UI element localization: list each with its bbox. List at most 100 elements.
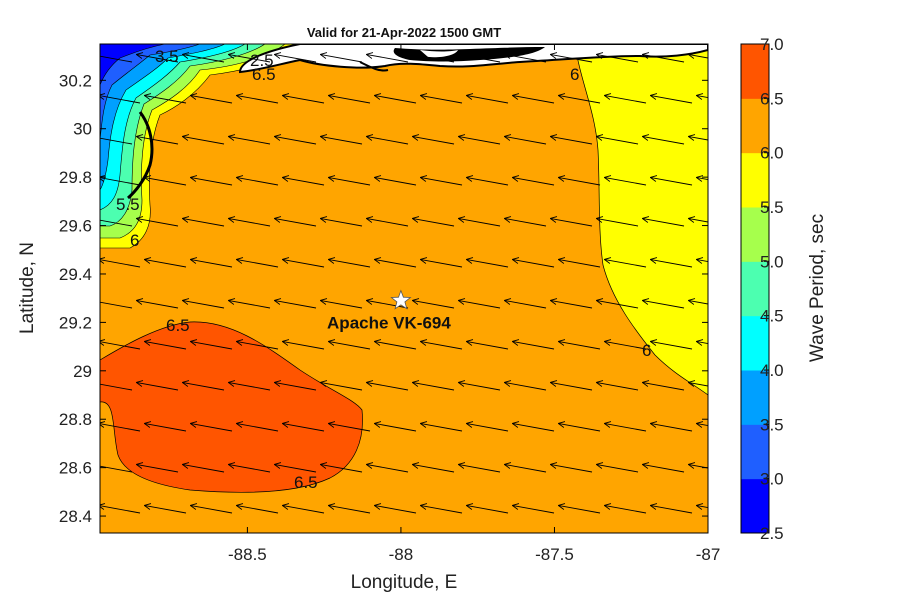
direction-arrow <box>457 298 501 309</box>
direction-arrow <box>695 339 708 346</box>
direction-arrow <box>181 380 225 391</box>
contour-label: 2.5 <box>250 51 274 70</box>
direction-arrow <box>227 380 271 391</box>
direction-arrow <box>100 175 141 186</box>
direction-arrow <box>273 462 317 473</box>
contour-label: 3.5 <box>155 47 179 66</box>
direction-arrow <box>549 462 593 473</box>
direction-arrow <box>135 380 179 391</box>
direction-arrow <box>143 421 187 432</box>
colorbar-tick-label: 4.5 <box>760 307 784 326</box>
colorbar: 2.5 3.0 3.5 4.0 4.5 5.0 5.5 6.0 6.5 7.0 <box>740 35 784 543</box>
direction-arrow <box>181 462 225 473</box>
direction-arrow <box>419 421 463 432</box>
direction-arrow <box>100 421 141 432</box>
y-tick-label: 30.2 <box>59 71 92 90</box>
period-5.5-6-region <box>574 44 708 396</box>
direction-vectors <box>100 52 708 514</box>
direction-arrow <box>273 380 317 391</box>
direction-arrow <box>273 298 317 309</box>
direction-arrow <box>189 421 233 432</box>
direction-arrow <box>411 462 455 473</box>
direction-arrow <box>411 216 455 227</box>
direction-arrow <box>319 134 363 145</box>
x-axis-ticks: -88.5 -88 -87.5 -87 <box>228 44 720 564</box>
direction-arrow <box>595 134 639 145</box>
colorbar-swatch <box>741 261 769 317</box>
direction-arrow <box>227 216 271 227</box>
direction-arrow <box>511 421 555 432</box>
y-tick-label: 29.2 <box>59 313 92 332</box>
direction-arrow <box>419 503 463 514</box>
x-axis-label: Longitude, E <box>351 572 458 593</box>
y-tick-label: 29.8 <box>59 168 92 187</box>
direction-arrow <box>695 257 708 264</box>
direction-arrow <box>227 52 271 63</box>
colorbar-tick-label: 3.0 <box>760 470 784 489</box>
site-marker: Apache VK-694 <box>327 289 451 333</box>
direction-arrow <box>457 462 501 473</box>
direction-arrow <box>100 503 141 514</box>
direction-arrow <box>641 380 685 391</box>
direction-arrow <box>511 339 555 350</box>
direction-arrow <box>227 298 271 309</box>
direction-arrow <box>281 503 325 514</box>
direction-arrow <box>100 301 133 309</box>
contour-label: 6 <box>130 231 139 250</box>
direction-arrow <box>235 257 279 268</box>
direction-arrow <box>595 380 639 391</box>
x-tick-label: -87 <box>696 545 721 564</box>
direction-arrow <box>365 134 409 145</box>
contour-label: 5.5 <box>116 195 140 214</box>
direction-arrow <box>100 93 141 104</box>
direction-arrow <box>549 380 593 391</box>
direction-arrow <box>189 175 233 186</box>
contour-label: 6.5 <box>294 473 318 492</box>
direction-arrow <box>373 175 417 186</box>
direction-arrow <box>603 503 647 514</box>
direction-arrow <box>603 175 647 186</box>
direction-arrow <box>189 257 233 268</box>
direction-arrow <box>457 380 501 391</box>
direction-arrow <box>503 462 547 473</box>
direction-arrow <box>549 134 593 145</box>
direction-arrow <box>235 503 279 514</box>
direction-arrow <box>411 134 455 145</box>
direction-arrow <box>365 298 409 309</box>
direction-arrow <box>235 339 279 350</box>
y-tick-label: 30 <box>73 120 92 139</box>
direction-arrow <box>319 462 363 473</box>
direction-arrow <box>100 383 133 391</box>
direction-arrow <box>503 134 547 145</box>
direction-arrow <box>503 380 547 391</box>
y-tick-label: 28.6 <box>59 459 92 478</box>
direction-arrow <box>189 503 233 514</box>
direction-arrow <box>649 257 693 268</box>
direction-arrow <box>687 134 708 141</box>
direction-arrow <box>603 93 647 104</box>
period-6.5-7-region <box>100 321 363 493</box>
colorbar-tick-label: 3.5 <box>760 415 784 434</box>
direction-arrow <box>641 134 685 145</box>
x-tick-label: -87.5 <box>535 545 574 564</box>
direction-arrow <box>327 339 371 350</box>
direction-arrow <box>641 298 685 309</box>
direction-arrow <box>365 462 409 473</box>
direction-arrow <box>373 503 417 514</box>
direction-arrow <box>557 175 601 186</box>
y-tick-label: 28.4 <box>59 507 92 526</box>
x-tick-label: -88 <box>389 545 414 564</box>
y-tick-label: 28.8 <box>59 410 92 429</box>
direction-arrow <box>135 52 179 63</box>
direction-arrow <box>235 175 279 186</box>
direction-arrow <box>327 503 371 514</box>
direction-arrow <box>549 52 593 63</box>
x-tick-label: -88.5 <box>228 545 267 564</box>
direction-arrow <box>603 339 647 350</box>
direction-arrow <box>503 298 547 309</box>
direction-arrow <box>273 52 317 63</box>
direction-arrow <box>649 339 693 350</box>
direction-arrow <box>687 298 708 305</box>
star-icon <box>390 289 412 310</box>
